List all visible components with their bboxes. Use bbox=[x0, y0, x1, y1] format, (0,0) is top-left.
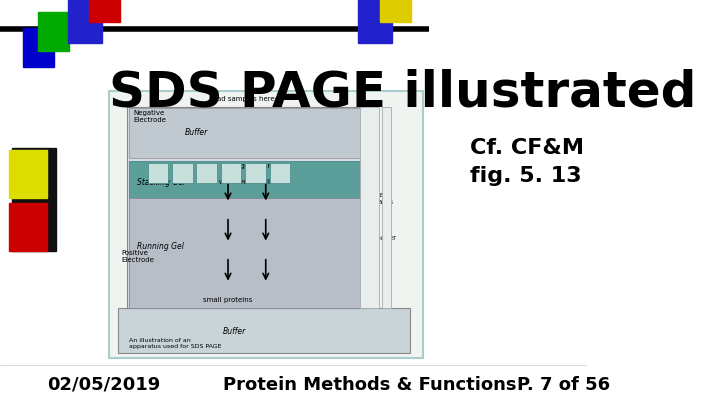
Bar bbox=[68, 0, 102, 43]
Text: Stacking Gel: Stacking Gel bbox=[137, 177, 185, 187]
Text: Positive
Electrode: Positive Electrode bbox=[121, 250, 154, 263]
Bar bbox=[148, 163, 168, 183]
Text: P. 7 of 56: P. 7 of 56 bbox=[517, 376, 610, 394]
Text: SDS PAGE illustrated: SDS PAGE illustrated bbox=[109, 69, 696, 117]
Bar bbox=[9, 202, 47, 251]
Bar bbox=[382, 107, 392, 308]
Text: Buffer: Buffer bbox=[222, 327, 246, 336]
Text: Spacer: Spacer bbox=[372, 235, 397, 241]
Text: Load samples here····: Load samples here···· bbox=[210, 96, 284, 102]
Text: An illustration of an
apparatus used for SDS PAGE: An illustration of an apparatus used for… bbox=[129, 338, 222, 349]
Bar bbox=[109, 91, 423, 358]
Bar bbox=[221, 163, 241, 183]
Bar bbox=[129, 198, 361, 308]
Text: well  well  well: well well well bbox=[219, 179, 269, 185]
Text: small proteins: small proteins bbox=[203, 296, 253, 303]
Bar bbox=[129, 109, 361, 158]
Bar bbox=[197, 163, 217, 183]
Text: Buffer: Buffer bbox=[185, 128, 208, 137]
Text: Negative
Electrode: Negative Electrode bbox=[134, 110, 166, 123]
Text: Running Gel: Running Gel bbox=[137, 242, 184, 251]
Text: Cf. CF&M
fig. 5. 13: Cf. CF&M fig. 5. 13 bbox=[470, 138, 584, 186]
Bar bbox=[9, 150, 47, 198]
Bar bbox=[89, 0, 120, 22]
Bar bbox=[359, 0, 392, 43]
Text: big proteins: big proteins bbox=[234, 163, 276, 169]
Bar bbox=[24, 28, 54, 67]
Bar bbox=[172, 163, 192, 183]
Text: Glass
Plates: Glass Plates bbox=[372, 192, 394, 205]
Bar bbox=[118, 308, 410, 353]
Bar bbox=[129, 161, 361, 198]
Bar bbox=[246, 163, 266, 183]
Bar bbox=[12, 148, 55, 251]
Bar bbox=[38, 12, 68, 51]
Bar bbox=[127, 107, 363, 308]
Bar bbox=[380, 0, 410, 22]
Bar bbox=[270, 163, 290, 183]
Text: 02/05/2019: 02/05/2019 bbox=[47, 376, 161, 394]
Bar bbox=[360, 107, 379, 308]
Text: Protein Methods & Functions: Protein Methods & Functions bbox=[223, 376, 517, 394]
